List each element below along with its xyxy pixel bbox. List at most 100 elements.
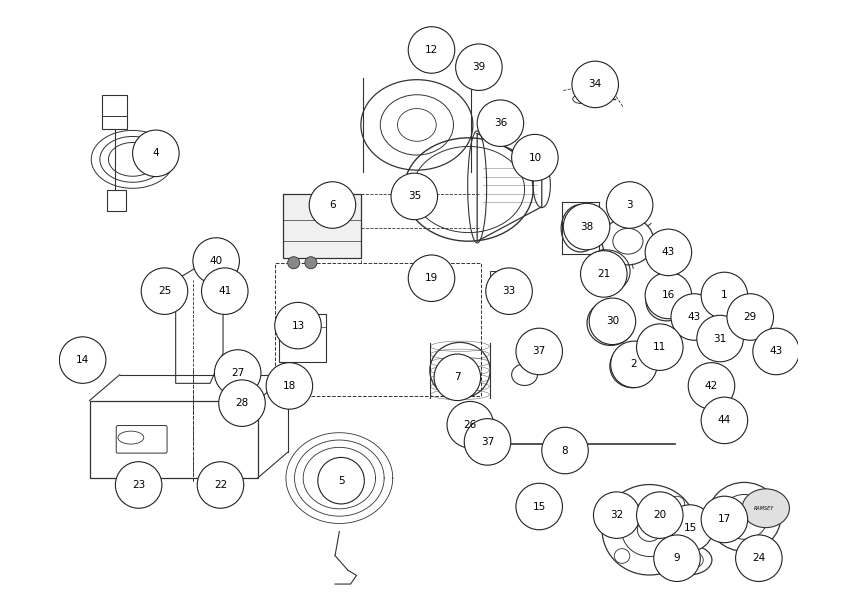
Text: 2: 2	[631, 359, 638, 370]
Circle shape	[654, 535, 700, 581]
Text: 19: 19	[425, 273, 438, 283]
Circle shape	[267, 362, 313, 409]
Text: 21: 21	[597, 269, 610, 279]
Circle shape	[408, 255, 455, 302]
Text: 5: 5	[338, 476, 345, 485]
Circle shape	[456, 44, 502, 90]
Text: 37: 37	[481, 437, 494, 447]
Text: 31: 31	[714, 333, 727, 344]
Text: 10: 10	[528, 153, 542, 163]
Ellipse shape	[614, 549, 630, 563]
FancyBboxPatch shape	[490, 271, 520, 306]
Circle shape	[305, 257, 317, 269]
Text: 40: 40	[210, 256, 223, 266]
Circle shape	[727, 281, 734, 288]
Text: 3: 3	[626, 200, 633, 210]
Text: 41: 41	[219, 286, 231, 296]
Ellipse shape	[572, 95, 588, 103]
Text: 4: 4	[153, 148, 159, 159]
Circle shape	[701, 272, 747, 319]
Circle shape	[607, 303, 614, 311]
Text: 18: 18	[283, 381, 296, 391]
Circle shape	[593, 492, 640, 538]
Circle shape	[447, 402, 494, 448]
Text: 15: 15	[683, 523, 697, 533]
Circle shape	[512, 134, 558, 181]
Circle shape	[637, 492, 683, 538]
Circle shape	[288, 257, 300, 269]
Text: 37: 37	[532, 347, 546, 356]
Circle shape	[309, 182, 356, 229]
FancyBboxPatch shape	[284, 194, 361, 259]
Ellipse shape	[669, 496, 685, 511]
Text: 34: 34	[589, 80, 602, 89]
Circle shape	[645, 272, 692, 319]
Circle shape	[572, 61, 619, 108]
Circle shape	[318, 458, 364, 504]
Text: 32: 32	[610, 510, 623, 520]
Circle shape	[423, 287, 436, 299]
Circle shape	[701, 397, 747, 444]
Text: 26: 26	[464, 420, 476, 430]
Ellipse shape	[669, 549, 685, 563]
Text: 38: 38	[580, 221, 593, 232]
Text: 22: 22	[214, 480, 227, 490]
Text: 44: 44	[718, 415, 731, 425]
Text: 29: 29	[744, 312, 757, 322]
Circle shape	[219, 380, 266, 426]
Circle shape	[618, 352, 625, 359]
Circle shape	[618, 373, 625, 380]
Circle shape	[624, 319, 632, 327]
Circle shape	[516, 328, 562, 374]
Circle shape	[275, 302, 321, 349]
Circle shape	[752, 328, 800, 374]
Text: 13: 13	[291, 321, 304, 330]
Text: 8: 8	[561, 446, 568, 455]
Text: 15: 15	[532, 502, 546, 511]
Ellipse shape	[742, 489, 789, 528]
Circle shape	[727, 294, 774, 340]
Circle shape	[408, 27, 455, 73]
Circle shape	[141, 268, 188, 314]
Circle shape	[193, 238, 239, 284]
Circle shape	[197, 462, 243, 508]
Text: 16: 16	[662, 291, 675, 300]
Circle shape	[667, 505, 713, 551]
Circle shape	[201, 268, 248, 314]
Circle shape	[391, 173, 438, 219]
Text: 24: 24	[752, 553, 765, 563]
Circle shape	[639, 373, 647, 380]
Text: 9: 9	[674, 553, 680, 563]
Text: 25: 25	[158, 286, 171, 296]
Circle shape	[542, 428, 588, 474]
Circle shape	[688, 362, 734, 409]
Circle shape	[477, 100, 524, 147]
Text: 42: 42	[704, 381, 718, 391]
Circle shape	[607, 182, 653, 229]
Circle shape	[486, 268, 532, 314]
Text: 39: 39	[472, 62, 486, 72]
FancyBboxPatch shape	[117, 426, 167, 453]
Text: 11: 11	[653, 342, 667, 352]
Text: 14: 14	[76, 355, 89, 365]
Circle shape	[434, 354, 481, 400]
Text: 27: 27	[231, 368, 244, 378]
Text: 6: 6	[329, 200, 336, 210]
Text: 20: 20	[653, 510, 667, 520]
Text: 43: 43	[770, 347, 782, 356]
Text: 43: 43	[662, 247, 675, 257]
Circle shape	[704, 294, 710, 301]
Text: 17: 17	[718, 514, 731, 525]
Text: 23: 23	[132, 480, 145, 490]
Text: 7: 7	[454, 372, 461, 382]
Text: 30: 30	[606, 317, 619, 326]
Circle shape	[735, 535, 782, 581]
Ellipse shape	[460, 420, 477, 432]
Text: 35: 35	[408, 191, 421, 201]
Circle shape	[590, 319, 597, 327]
Circle shape	[563, 203, 610, 250]
Circle shape	[639, 352, 647, 359]
Circle shape	[59, 337, 106, 384]
Circle shape	[645, 229, 692, 276]
Circle shape	[133, 130, 179, 177]
